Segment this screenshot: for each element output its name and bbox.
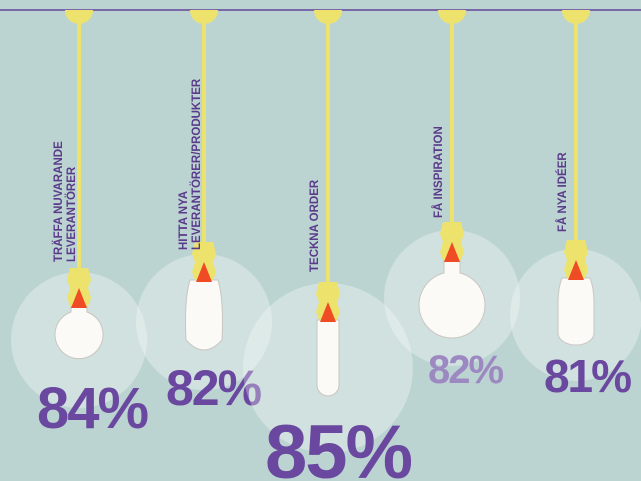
category-label: FÅ INSPIRATION <box>432 126 445 218</box>
category-label: HITTA NYA <box>178 191 190 250</box>
category-label: FÅ NYA IDÉER <box>556 152 569 232</box>
bulb <box>558 278 594 345</box>
category-label: TECKNA ORDER <box>309 179 321 272</box>
percent-label: 84% <box>37 376 149 441</box>
category-label: LEVERANTÖRER/PRODUKTER <box>190 78 203 250</box>
percent-label: 81% <box>544 350 631 402</box>
category-label: TRÄFFA NUVARANDE <box>52 141 65 262</box>
percent-label: 85% <box>265 410 412 481</box>
bulb <box>186 280 223 350</box>
percent-label: 82% <box>428 348 503 392</box>
infographic: TRÄFFA NUVARANDELEVERANTÖRER 84% HITTA NYA… <box>0 0 641 481</box>
bulb <box>317 320 339 396</box>
category-label: LEVERANTÖRER <box>65 166 78 262</box>
